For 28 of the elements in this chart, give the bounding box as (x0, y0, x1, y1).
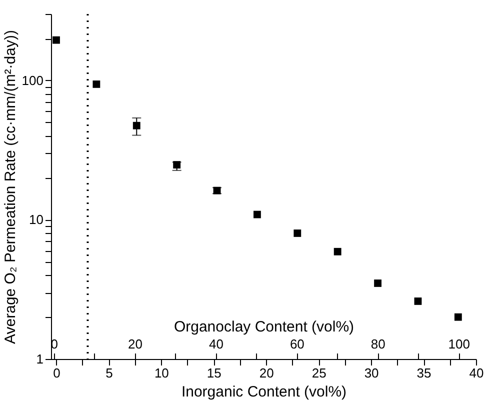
x-tick-label: 5 (106, 366, 113, 380)
y-axis-title: Average O₂ Permeation Rate (cc·mm/(m²·day)) (2, 30, 19, 344)
x-tick-label: 25 (312, 366, 326, 380)
x2-tick-label: 60 (290, 336, 304, 352)
x2-tick-label: 100 (448, 336, 470, 352)
x-tick-label: 15 (206, 366, 222, 380)
point (334, 248, 342, 256)
x-tick-label: 35 (416, 366, 432, 380)
x-axis-title: Inorganic Content (vol%) (181, 384, 347, 400)
point (454, 313, 462, 321)
y-tick-label: 1 (36, 352, 44, 366)
x-tick-label: 10 (154, 366, 169, 380)
x-tick-label: 20 (259, 366, 274, 380)
point (52, 36, 60, 44)
point (414, 297, 422, 305)
x-tick-label: 30 (364, 366, 379, 380)
x-tick-label: 40 (469, 366, 484, 380)
point (253, 210, 261, 218)
y-tick-label: 10 (29, 212, 44, 228)
point (374, 280, 382, 287)
x2-axis-title: Organoclay Content (vol%) (174, 318, 354, 336)
x2-tick-label: 20 (128, 336, 143, 352)
point (294, 230, 302, 237)
x2-tick-label: 80 (370, 336, 386, 352)
x2-tick-label: 40 (209, 336, 224, 352)
y-tick-label: 100 (22, 72, 44, 88)
point (92, 80, 100, 88)
x-tick-label: 0 (53, 366, 60, 380)
